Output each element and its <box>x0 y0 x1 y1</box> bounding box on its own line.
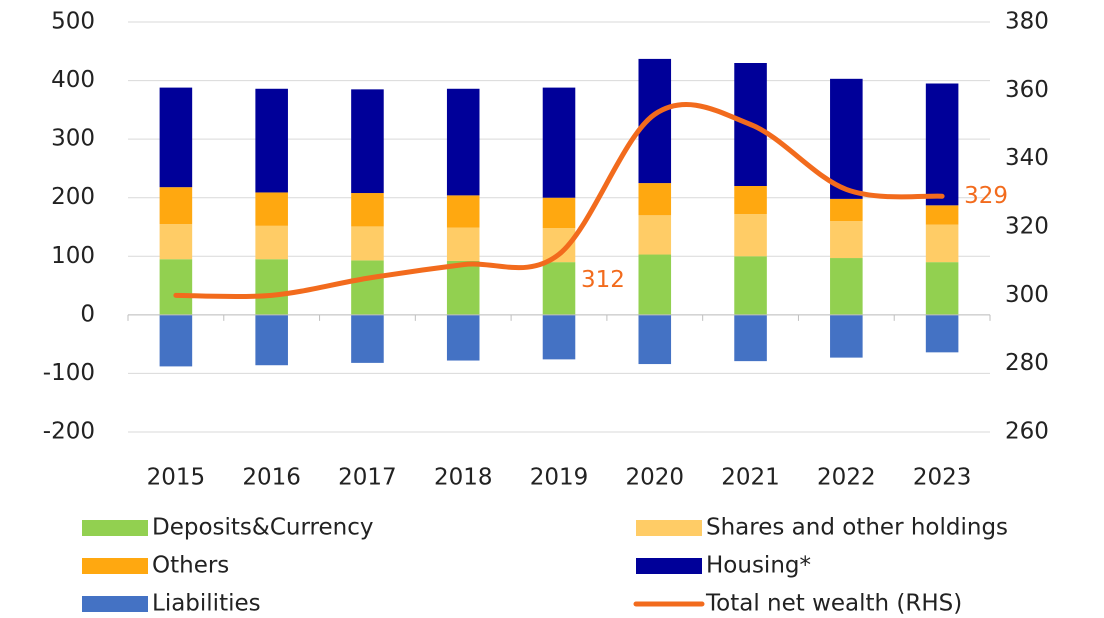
bar <box>925 262 959 315</box>
bar <box>351 193 384 227</box>
bar <box>255 314 288 366</box>
legend-label: Others <box>152 553 229 579</box>
bar <box>638 215 672 255</box>
bar <box>830 221 863 259</box>
legend-label: Total net wealth (RHS) <box>705 591 962 617</box>
x-tick-label: 2020 <box>626 465 685 491</box>
legend-label: Deposits&Currency <box>152 515 373 541</box>
bar <box>446 260 480 315</box>
legend-swatch <box>82 558 148 574</box>
bar <box>638 254 672 315</box>
y-tick-label: 100 <box>51 243 95 269</box>
bar <box>159 224 193 260</box>
x-tick-label: 2022 <box>817 465 876 491</box>
bar <box>255 259 288 315</box>
bar <box>351 314 384 363</box>
x-tick-label: 2016 <box>242 465 301 491</box>
y-tick-label: 300 <box>51 126 95 152</box>
bar <box>159 314 193 367</box>
bar <box>830 78 863 199</box>
y-tick-label: -100 <box>43 360 95 386</box>
bar <box>255 192 288 226</box>
bar <box>734 214 767 257</box>
data-label: 329 <box>964 183 1008 209</box>
line <box>173 102 945 300</box>
bar <box>925 224 959 263</box>
data-label: 312 <box>581 267 625 293</box>
legend-swatch <box>636 558 702 574</box>
bar <box>351 260 384 315</box>
bar <box>638 58 672 184</box>
bar <box>830 314 863 358</box>
bar <box>255 88 288 193</box>
x-tick-label: 2018 <box>434 465 493 491</box>
legend-label: Housing* <box>706 553 811 579</box>
bar <box>830 198 863 222</box>
bar <box>542 314 576 360</box>
legend-swatch <box>82 596 148 612</box>
bar <box>734 314 767 362</box>
bar <box>925 83 959 206</box>
bar <box>446 227 480 261</box>
legend-swatch <box>82 520 148 536</box>
x-tick-label: 2023 <box>913 465 972 491</box>
bar <box>446 88 480 196</box>
bar <box>159 87 193 188</box>
x-tick-label: 2017 <box>338 465 397 491</box>
bar <box>542 262 576 315</box>
bar <box>830 258 863 315</box>
y2-tick-label: 380 <box>1005 9 1049 35</box>
bar <box>159 259 193 315</box>
y-tick-label: -200 <box>43 419 95 445</box>
y-tick-label: 400 <box>51 67 95 93</box>
bar <box>446 314 480 361</box>
x-tick-label: 2021 <box>721 465 780 491</box>
bar <box>638 314 672 365</box>
y-tick-label: 500 <box>51 9 95 35</box>
y2-tick-label: 280 <box>1005 350 1049 376</box>
bar <box>542 87 576 198</box>
bar <box>925 314 959 353</box>
y2-tick-label: 360 <box>1005 77 1049 103</box>
legend-label: Liabilities <box>152 591 261 617</box>
y2-tick-label: 300 <box>1005 282 1049 308</box>
bar <box>446 195 480 228</box>
bar <box>159 187 193 225</box>
legend-label: Shares and other holdings <box>706 515 1008 541</box>
y2-tick-label: 340 <box>1005 145 1049 171</box>
x-tick-label: 2019 <box>530 465 589 491</box>
y-tick-label: 0 <box>80 301 95 327</box>
bar <box>925 205 959 225</box>
x-tick-label: 2015 <box>147 465 206 491</box>
bar <box>734 186 767 215</box>
bar <box>255 225 288 260</box>
bar <box>734 256 767 315</box>
legend-swatch <box>636 520 702 536</box>
bar <box>351 89 384 194</box>
y-tick-label: 200 <box>51 184 95 210</box>
y2-tick-label: 320 <box>1005 214 1049 240</box>
y2-tick-label: 260 <box>1005 419 1049 445</box>
bar <box>542 197 576 229</box>
bar <box>638 183 672 216</box>
bar <box>351 226 384 261</box>
